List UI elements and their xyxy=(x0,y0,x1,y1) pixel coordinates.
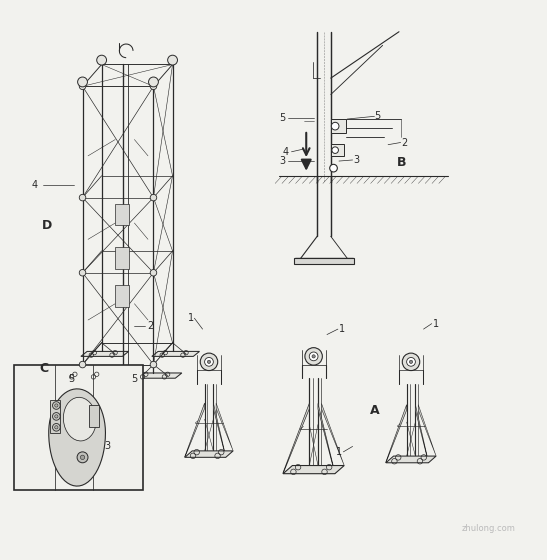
Polygon shape xyxy=(152,352,200,356)
Circle shape xyxy=(79,361,86,368)
Polygon shape xyxy=(318,403,335,474)
Circle shape xyxy=(80,455,85,460)
Text: 1: 1 xyxy=(188,313,194,323)
Text: 5: 5 xyxy=(68,374,75,384)
Polygon shape xyxy=(61,373,111,378)
Circle shape xyxy=(55,404,58,407)
Text: 2: 2 xyxy=(401,138,408,147)
Text: 4: 4 xyxy=(283,147,289,157)
Polygon shape xyxy=(283,465,344,474)
Bar xyxy=(89,405,99,427)
Circle shape xyxy=(150,83,157,90)
Ellipse shape xyxy=(63,398,96,441)
Bar xyxy=(14,365,143,490)
Text: 1: 1 xyxy=(433,319,439,329)
Text: B: B xyxy=(397,156,406,169)
Polygon shape xyxy=(213,403,226,458)
Bar xyxy=(294,258,354,264)
Circle shape xyxy=(79,194,86,201)
Circle shape xyxy=(207,360,211,363)
Circle shape xyxy=(55,426,58,429)
Circle shape xyxy=(312,354,315,358)
Circle shape xyxy=(150,361,157,368)
Text: zhulong.com: zhulong.com xyxy=(462,524,516,533)
Circle shape xyxy=(55,415,58,418)
Circle shape xyxy=(330,164,337,172)
Text: 2: 2 xyxy=(148,321,154,332)
Circle shape xyxy=(53,413,60,420)
Circle shape xyxy=(402,353,420,371)
Polygon shape xyxy=(322,403,344,465)
Bar xyxy=(331,119,346,133)
Polygon shape xyxy=(185,403,205,458)
Polygon shape xyxy=(386,456,436,463)
Text: A: A xyxy=(370,404,379,417)
Polygon shape xyxy=(216,403,233,451)
Circle shape xyxy=(200,353,218,371)
Polygon shape xyxy=(132,373,182,378)
Bar xyxy=(115,248,129,269)
Circle shape xyxy=(53,402,60,409)
Polygon shape xyxy=(386,405,406,463)
Circle shape xyxy=(150,194,157,201)
Circle shape xyxy=(79,83,86,90)
Circle shape xyxy=(149,77,159,87)
Circle shape xyxy=(78,77,88,87)
Text: 3: 3 xyxy=(104,441,110,451)
Polygon shape xyxy=(49,389,106,486)
Text: 1: 1 xyxy=(339,324,345,334)
Circle shape xyxy=(409,360,412,363)
Circle shape xyxy=(331,122,339,130)
Circle shape xyxy=(205,357,213,366)
Text: 3: 3 xyxy=(280,156,286,166)
Circle shape xyxy=(309,352,318,361)
Polygon shape xyxy=(283,403,309,474)
Text: C: C xyxy=(39,362,48,375)
Text: 4: 4 xyxy=(32,180,38,189)
Text: D: D xyxy=(42,219,52,232)
Circle shape xyxy=(53,423,60,431)
Circle shape xyxy=(77,452,88,463)
Circle shape xyxy=(97,55,107,65)
Text: 3: 3 xyxy=(353,155,359,165)
Circle shape xyxy=(167,55,177,65)
Text: 1: 1 xyxy=(336,447,342,457)
Bar xyxy=(115,286,129,307)
Polygon shape xyxy=(415,405,428,463)
Text: 5: 5 xyxy=(280,113,286,123)
Circle shape xyxy=(332,147,339,153)
Text: 5: 5 xyxy=(131,374,137,384)
Polygon shape xyxy=(185,451,233,458)
Circle shape xyxy=(79,269,86,276)
Bar xyxy=(50,400,60,433)
Circle shape xyxy=(305,348,322,365)
Polygon shape xyxy=(418,405,436,456)
Bar xyxy=(331,144,345,156)
Polygon shape xyxy=(81,352,129,356)
Text: 5: 5 xyxy=(374,111,380,122)
Bar xyxy=(115,204,129,226)
Circle shape xyxy=(406,357,415,366)
Circle shape xyxy=(150,269,157,276)
